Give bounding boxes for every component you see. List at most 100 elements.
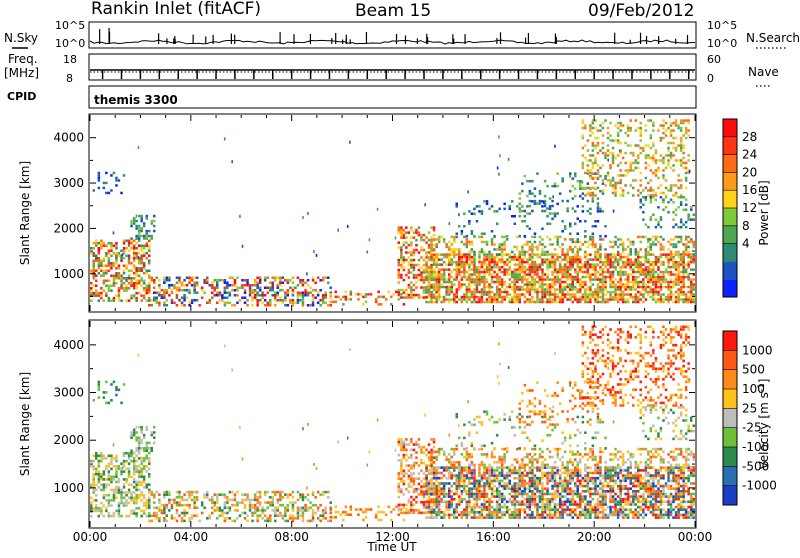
power-cell	[521, 263, 524, 266]
power-cell	[652, 142, 655, 145]
velocity-cell	[438, 501, 441, 504]
power-cell	[561, 298, 564, 301]
power-cell	[622, 263, 625, 266]
power-cell	[256, 287, 259, 290]
power-cell	[687, 278, 690, 281]
power-cell	[650, 296, 653, 299]
power-cell	[554, 296, 557, 299]
power-cell	[657, 169, 660, 172]
power-cell	[277, 277, 280, 280]
power-cell	[559, 301, 562, 304]
power-cell	[415, 231, 418, 234]
power-cell	[670, 291, 673, 294]
power-cell	[183, 299, 186, 302]
power-cell	[559, 286, 562, 289]
power-cell	[650, 179, 653, 182]
power-cell	[241, 287, 244, 290]
velocity-cell	[420, 501, 423, 504]
velocity-cell	[430, 438, 433, 441]
power-cell	[680, 127, 683, 130]
power-cell	[614, 278, 617, 281]
power-cell	[597, 278, 600, 281]
velocity-cell	[148, 497, 151, 500]
power-cell	[430, 298, 433, 301]
power-cell	[622, 261, 625, 264]
power-cell	[589, 194, 592, 197]
power-cell	[481, 213, 484, 216]
power-cell	[534, 236, 537, 239]
velocity-cell	[236, 504, 239, 507]
power-cell	[498, 248, 501, 251]
power-cell	[534, 281, 537, 284]
velocity-cell	[297, 509, 300, 512]
power-cell	[95, 289, 98, 292]
power-cell	[483, 261, 486, 264]
power-cell	[622, 271, 625, 274]
power-cell	[526, 298, 529, 301]
velocity-cell	[143, 468, 146, 471]
power-cell	[435, 258, 438, 261]
velocity-cell	[246, 520, 249, 523]
power-cell	[498, 283, 501, 286]
velocity-cell	[95, 494, 98, 497]
power-cell	[448, 286, 451, 289]
power-cell	[521, 271, 524, 274]
power-cell	[602, 291, 605, 294]
velocity-cell	[400, 438, 403, 441]
power-cell	[425, 291, 428, 294]
velocity-cell	[140, 499, 143, 502]
velocity-cell	[456, 508, 459, 511]
power-cell	[609, 263, 612, 266]
power-cell	[438, 268, 441, 271]
power-ytick-label: 3000	[53, 176, 84, 190]
power-cell	[650, 276, 653, 279]
velocity-cell	[453, 498, 456, 501]
velocity-cell	[110, 504, 113, 507]
power-cell	[619, 238, 622, 241]
power-cell	[231, 304, 234, 307]
power-cell	[554, 281, 557, 284]
power-cell	[539, 236, 542, 239]
power-cell	[400, 276, 403, 279]
power-cell	[405, 293, 408, 296]
power-cell	[675, 298, 678, 301]
velocity-cell	[304, 496, 307, 499]
power-cell	[143, 289, 146, 292]
power-cell	[224, 292, 227, 295]
velocity-cell	[438, 477, 441, 480]
power-cell	[536, 202, 539, 205]
power-cell	[635, 288, 638, 291]
power-cell	[677, 276, 680, 279]
power-cell	[168, 284, 171, 287]
velocity-cell	[478, 480, 481, 483]
power-cell	[630, 127, 633, 130]
power-cell	[113, 297, 116, 300]
power-cell	[526, 281, 529, 284]
power-cell	[642, 278, 645, 281]
velocity-cell	[415, 496, 418, 499]
velocity-cell	[146, 486, 149, 489]
power-cell	[650, 199, 653, 202]
power-cell	[453, 251, 456, 254]
power-cell	[640, 134, 643, 137]
power-cell	[579, 283, 582, 286]
velocity-cell	[415, 509, 418, 512]
power-cell	[483, 276, 486, 279]
power-cell	[274, 294, 277, 297]
power-cell	[665, 167, 668, 170]
power-cell	[413, 296, 416, 299]
velocity-cell	[413, 477, 416, 480]
power-cell	[468, 283, 471, 286]
power-cell	[259, 279, 262, 282]
power-cell	[652, 278, 655, 281]
power-cell	[115, 275, 118, 278]
power-cell	[428, 256, 431, 259]
power-cell	[536, 268, 539, 271]
velocity-cell	[98, 470, 101, 473]
velocity-cell	[430, 506, 433, 509]
power-cell	[486, 203, 489, 206]
power-cell	[423, 291, 426, 294]
power-cell	[561, 281, 564, 284]
velocity-cell	[148, 468, 151, 471]
power-cell	[650, 253, 653, 256]
